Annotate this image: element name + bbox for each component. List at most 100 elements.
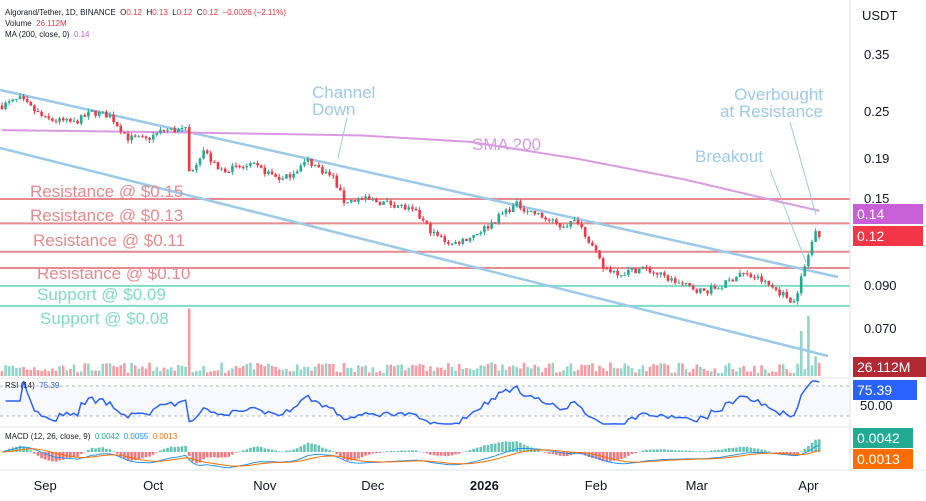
candle-up: [281, 178, 285, 180]
macd-hist-bar: [627, 452, 630, 456]
candle-up: [151, 134, 155, 140]
macd-hist-bar: [583, 452, 587, 456]
resistance-label-013[interactable]: Resistance @ $0.13: [30, 206, 184, 225]
macd-hist-bar: [396, 450, 400, 452]
volume-bar: [360, 366, 364, 376]
volume-bar: [501, 364, 504, 376]
macd-hist-bar: [450, 452, 454, 456]
candle-down: [29, 102, 33, 106]
volume-bar: [684, 369, 688, 376]
candle-up: [724, 280, 727, 288]
candle-down: [112, 114, 115, 123]
volume-bar: [274, 366, 277, 376]
volume-bar: [69, 368, 72, 376]
candle-up: [191, 169, 195, 172]
candle-up: [461, 238, 465, 244]
macd-hist-bar: [483, 445, 486, 452]
macd-hist-bar: [115, 452, 119, 454]
volume-bar: [216, 370, 220, 376]
macd-hist-bar: [310, 443, 313, 452]
change-value: −0.0026 (−2.11%): [222, 8, 286, 17]
annotation-line: Down: [312, 100, 356, 119]
volume-bar: [47, 371, 51, 376]
resistance-label-010[interactable]: Resistance @ $0.10: [37, 264, 191, 283]
macd-hist-bar: [274, 450, 277, 452]
channel-upper-line[interactable]: [0, 88, 839, 279]
candle-up: [573, 220, 576, 222]
macd-hist-bar: [317, 445, 321, 452]
candle-up: [659, 272, 663, 275]
support-label-009[interactable]: Support @ $0.09: [37, 285, 166, 304]
candle-down: [785, 292, 789, 298]
volume-bar: [198, 370, 202, 376]
breakout-annotation[interactable]: Breakout: [695, 147, 764, 166]
volume-badge: 26.112M: [853, 357, 926, 377]
time-tick: Oct: [143, 478, 164, 493]
candle-down: [439, 235, 443, 237]
resistance-label-015[interactable]: Resistance @ $0.15: [30, 182, 184, 201]
macd-hist-bar: [540, 451, 544, 452]
currency-label[interactable]: USDT: [862, 8, 898, 23]
volume-bar: [594, 371, 598, 376]
candle-up: [637, 268, 641, 274]
macd-hist-bar: [90, 447, 94, 452]
volume-bar: [205, 372, 209, 376]
candle-down: [141, 136, 144, 138]
volume-bar: [407, 367, 411, 376]
resistance-label-011[interactable]: Resistance @ $0.11: [33, 231, 186, 250]
macd-hist-bar: [306, 442, 310, 452]
candle-down: [367, 196, 371, 200]
volume-bar: [724, 365, 727, 376]
macd-hist-bar: [277, 451, 281, 452]
macd-hist-bar: [432, 452, 436, 456]
volume-bar: [76, 372, 79, 376]
channel-lower-line[interactable]: [0, 146, 829, 358]
macd-hist-bar: [630, 452, 634, 455]
candle-up: [285, 174, 288, 179]
macd-hist-bar: [702, 451, 706, 452]
channel-down-annotation[interactable]: Channel Down: [312, 84, 375, 118]
support-label-008[interactable]: Support @ $0.08: [40, 309, 169, 328]
macd-value: 0.0055: [123, 432, 149, 441]
macd-hist-bar: [706, 451, 709, 452]
volume-bar: [155, 367, 159, 376]
volume-legend: Volume 26.112M: [5, 19, 67, 28]
volume-bar: [245, 364, 249, 376]
sma200-line[interactable]: [1, 129, 820, 212]
volume-label: Volume: [5, 19, 32, 28]
candle-down: [493, 222, 497, 224]
open-label: O: [120, 8, 127, 17]
macd-hist-bar: [472, 448, 475, 452]
candle-up: [454, 241, 457, 244]
macd-hist-bar: [18, 445, 22, 452]
sma200-annotation[interactable]: SMA 200: [472, 135, 541, 154]
candle-up: [670, 278, 673, 281]
candle-up: [169, 128, 173, 130]
volume-bar: [432, 370, 436, 376]
macd-signal-value: 0.0013: [152, 432, 178, 441]
candle-down: [749, 273, 753, 278]
volume-bar: [537, 366, 540, 376]
overbought-annotation[interactable]: Overbought at Resistance: [720, 86, 823, 120]
candle-down: [691, 285, 695, 290]
candle-down: [339, 187, 342, 191]
candle-down: [321, 167, 324, 174]
macd-line: [1, 444, 820, 469]
candle-up: [684, 283, 688, 285]
volume-bar: [533, 364, 537, 376]
macd-hist-bar: [810, 442, 814, 452]
close-label: C: [196, 8, 203, 17]
volume-bar: [763, 369, 767, 376]
volume-bar: [202, 365, 205, 376]
macd-hist-bar: [727, 448, 731, 452]
candle-down: [126, 133, 130, 141]
volume-bar: [353, 372, 357, 376]
candle-up: [490, 222, 493, 229]
macd-hist-bar: [439, 452, 443, 456]
price-tick: 0.35: [864, 47, 890, 62]
volume-bar: [7, 366, 11, 376]
candle-down: [666, 275, 670, 281]
candle-down: [123, 132, 126, 134]
macd-hist-bar: [285, 450, 288, 452]
